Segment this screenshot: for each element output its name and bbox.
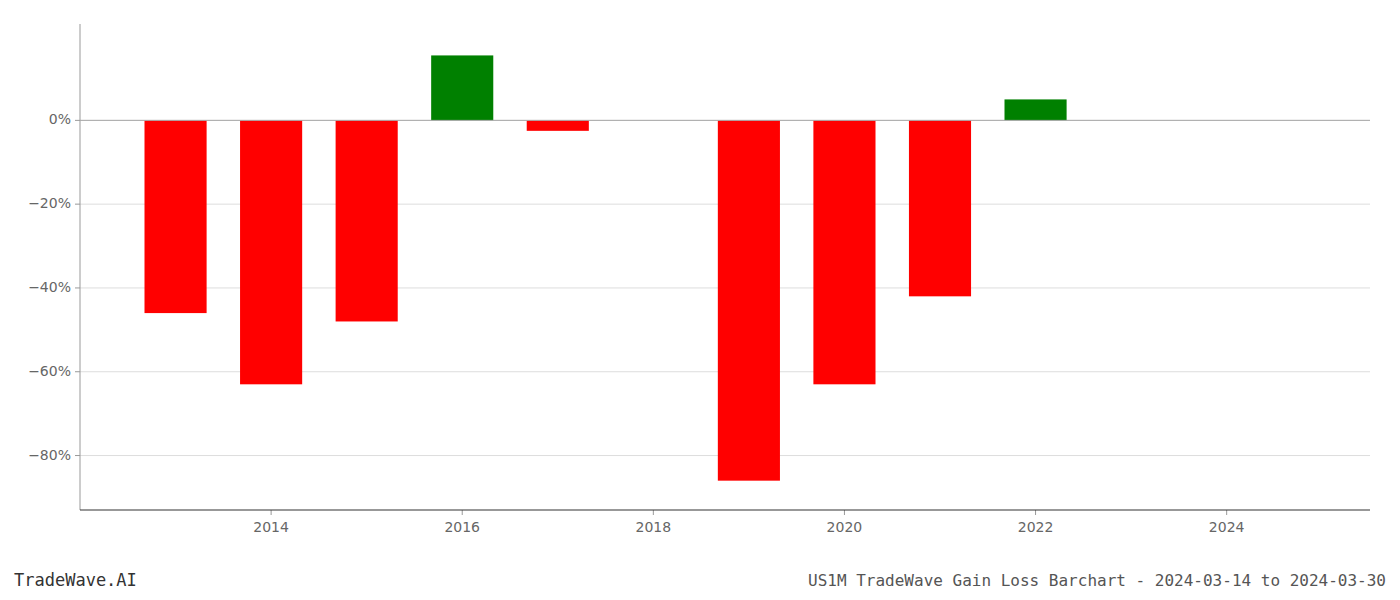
bar (240, 120, 302, 384)
y-tick (75, 287, 80, 288)
bar (145, 120, 207, 313)
x-axis-line (80, 509, 1370, 510)
bar (718, 120, 780, 480)
axes: 0% −20% −40% −60% −80% 2014 2016 2018 2020 2022 20… (28, 24, 1370, 535)
footer-right: US1M TradeWave Gain Loss Barchart - 2024… (808, 571, 1386, 590)
bar (1005, 99, 1067, 120)
y-grid-line (80, 120, 1370, 121)
x-tick (271, 510, 272, 515)
x-tick (1226, 510, 1227, 515)
y-tick (75, 455, 80, 456)
x-tick (462, 510, 463, 515)
x-tick-label: 2016 (444, 519, 480, 535)
x-tick (844, 510, 845, 515)
x-tick-label: 2018 (636, 519, 672, 535)
y-tick-label: −20% (28, 195, 71, 211)
footer-left: TradeWave.AI (14, 570, 137, 590)
background (0, 0, 1400, 600)
bar (431, 55, 493, 120)
y-axis-line (80, 24, 81, 510)
bar (909, 120, 971, 296)
y-tick (75, 204, 80, 205)
y-tick-label: 0% (49, 111, 71, 127)
bar (336, 120, 398, 321)
x-tick-label: 2024 (1209, 519, 1245, 535)
x-tick-label: 2020 (827, 519, 863, 535)
chart-container: 0% −20% −40% −60% −80% 2014 2016 2018 2020 2022 20… (0, 0, 1400, 600)
page: {"chart_data": {"type": "bar", "x": [201… (0, 0, 1400, 600)
x-tick-label: 2014 (253, 519, 289, 535)
y-tick (75, 120, 80, 121)
y-tick (75, 371, 80, 372)
bar (813, 120, 875, 384)
y-tick-label: −60% (28, 363, 71, 379)
x-tick (653, 510, 654, 515)
y-tick-label: −40% (28, 279, 71, 295)
zero-line (80, 120, 1370, 121)
x-tick (1035, 510, 1036, 515)
bar (527, 120, 589, 130)
x-tick-label: 2022 (1018, 519, 1054, 535)
bars (145, 55, 1067, 480)
y-tick-label: −80% (28, 447, 71, 463)
chart-svg: 0% −20% −40% −60% −80% 2014 2016 2018 2020 2022 20… (0, 0, 1400, 600)
